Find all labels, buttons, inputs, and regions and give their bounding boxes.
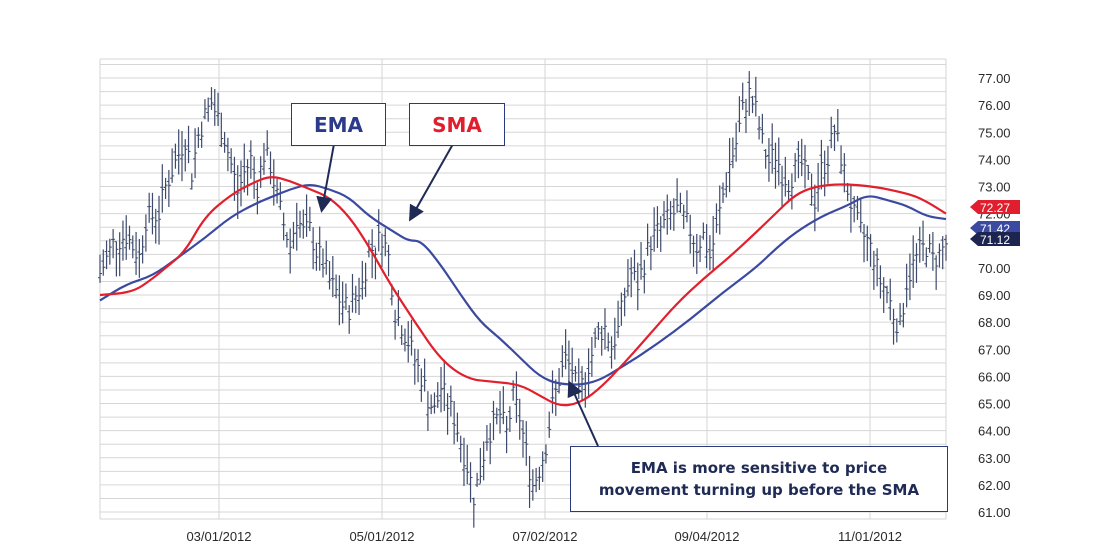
x-axis-tick-labels: 03/01/2012 05/01/2012 07/02/2012 09/04/2012… bbox=[186, 529, 902, 544]
callout-arrows bbox=[316, 143, 599, 447]
y-tick-label: 75.00 bbox=[978, 125, 1011, 140]
y-tick-label: 62.00 bbox=[978, 478, 1011, 493]
note-arrow bbox=[567, 380, 599, 447]
y-tick-label: 67.00 bbox=[978, 342, 1011, 357]
note-line-1: EMA is more sensitive to price bbox=[630, 459, 888, 477]
note-callout: EMA is more sensitive to price movement … bbox=[570, 446, 948, 512]
x-tick-label: 09/04/2012 bbox=[674, 529, 739, 544]
y-tick-label: 74.00 bbox=[978, 152, 1011, 167]
x-tick-label: 03/01/2012 bbox=[186, 529, 251, 544]
y-tick-label: 64.00 bbox=[978, 424, 1011, 439]
price-bars bbox=[98, 71, 948, 528]
ema-arrow bbox=[316, 143, 335, 213]
y-tick-label: 61.00 bbox=[978, 505, 1011, 520]
note-line-2: movement turning up before the SMA bbox=[598, 481, 920, 499]
price-tag-label: 71.12 bbox=[980, 233, 1010, 247]
y-tick-label: 77.00 bbox=[978, 71, 1011, 86]
y-tick-label: 69.00 bbox=[978, 288, 1011, 303]
sma-callout: SMA bbox=[409, 103, 505, 146]
x-tick-label: 05/01/2012 bbox=[349, 529, 414, 544]
y-tick-label: 63.00 bbox=[978, 451, 1011, 466]
y-tick-label: 76.00 bbox=[978, 98, 1011, 113]
moving-average-lines bbox=[99, 176, 947, 407]
ema-callout-label: EMA bbox=[313, 112, 364, 137]
sma-callout-label: SMA bbox=[432, 112, 482, 137]
price-tag-shape bbox=[970, 232, 1020, 246]
y-tick-label: 68.00 bbox=[978, 315, 1011, 330]
grid-lines bbox=[99, 58, 947, 520]
y-tick-label: 73.00 bbox=[978, 180, 1011, 195]
x-tick-label: 11/01/2012 bbox=[838, 529, 902, 544]
y-tick-label: 70.00 bbox=[978, 261, 1011, 276]
price-tag-shape bbox=[970, 221, 1020, 235]
sma-line bbox=[99, 176, 947, 407]
y-tick-label: 66.00 bbox=[978, 369, 1011, 384]
price-tag-label: 72.27 bbox=[980, 201, 1010, 215]
price-tag-shape bbox=[970, 200, 1020, 214]
y-tick-label: 65.00 bbox=[978, 397, 1011, 412]
x-tick-label: 07/02/2012 bbox=[512, 529, 577, 544]
y-axis-tick-labels: 61.00 62.00 63.00 64.00 65.00 66.00 67.00 68.00… bbox=[978, 71, 1011, 520]
sma-arrow bbox=[409, 143, 454, 222]
ema-line bbox=[99, 184, 947, 386]
ema-callout: EMA bbox=[291, 103, 386, 146]
